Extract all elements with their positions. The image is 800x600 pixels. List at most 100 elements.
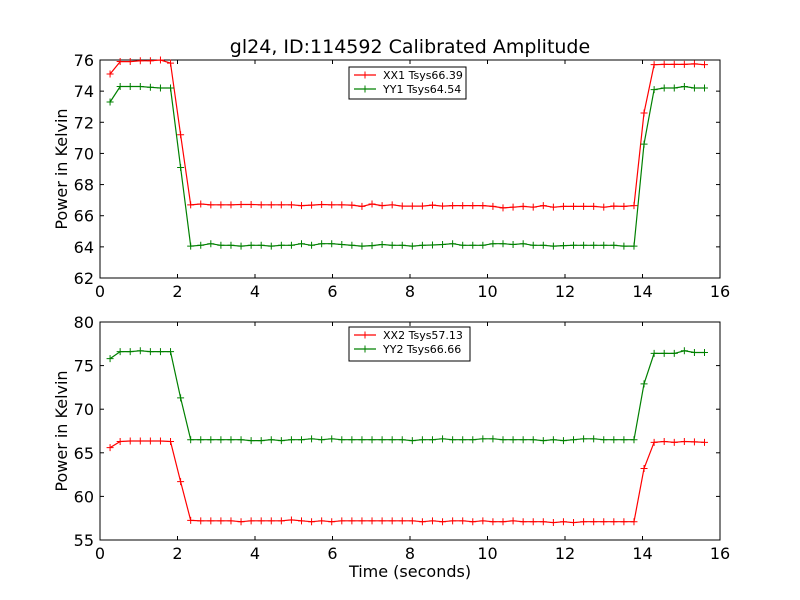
data-point <box>690 84 698 92</box>
data-point <box>136 437 144 445</box>
data-point <box>388 517 396 525</box>
data-point <box>418 241 426 249</box>
data-point <box>237 518 245 526</box>
data-point <box>680 437 688 445</box>
data-point <box>620 436 628 444</box>
data-point <box>146 348 154 356</box>
data-point <box>489 435 497 443</box>
data-point <box>126 348 134 356</box>
data-point <box>267 242 275 250</box>
x-tick-label: 2 <box>172 282 182 301</box>
data-point <box>600 241 608 249</box>
data-point <box>197 241 205 249</box>
data-point <box>630 242 638 250</box>
y-tick-label: 70 <box>74 400 94 419</box>
data-point <box>237 436 245 444</box>
data-point <box>308 201 316 209</box>
data-point <box>227 517 235 525</box>
data-point <box>298 202 305 210</box>
data-point <box>207 517 215 525</box>
y-tick-label: 55 <box>74 531 94 550</box>
data-point <box>227 201 235 209</box>
y-tick-label: 75 <box>74 357 94 376</box>
data-point <box>509 436 517 444</box>
legend-label: XX2 Tsys57.13 <box>383 329 463 342</box>
data-point <box>509 517 517 525</box>
data-point <box>459 202 467 210</box>
y-tick-label: 72 <box>74 113 94 132</box>
data-point <box>207 201 215 209</box>
data-point <box>519 240 527 248</box>
data-point <box>580 518 588 526</box>
data-point <box>106 98 114 106</box>
data-point <box>428 436 436 444</box>
data-point <box>106 444 114 452</box>
data-point <box>559 518 567 526</box>
legend-marker <box>361 71 369 79</box>
y-tick-label: 65 <box>74 444 94 463</box>
data-point <box>247 241 255 249</box>
data-point <box>690 60 698 68</box>
legend-marker <box>361 331 369 339</box>
data-point <box>580 241 588 249</box>
data-point <box>459 517 467 525</box>
data-point <box>660 84 668 92</box>
y-tick-label: 64 <box>74 238 94 257</box>
data-point <box>449 436 457 444</box>
data-point <box>287 241 295 249</box>
x-tick-label: 12 <box>555 544 575 563</box>
data-point <box>187 436 195 444</box>
data-point <box>439 241 447 249</box>
data-point <box>358 436 366 444</box>
data-point <box>539 202 547 210</box>
x-tick-label: 0 <box>95 282 105 301</box>
data-point <box>358 202 366 210</box>
data-point <box>630 518 638 526</box>
data-point <box>348 517 356 525</box>
x-tick-label: 10 <box>477 544 497 563</box>
data-point <box>408 202 416 210</box>
data-point <box>509 203 517 211</box>
data-point <box>509 241 517 249</box>
legend-label: YY2 Tsys66.66 <box>382 343 461 356</box>
x-tick-label: 6 <box>327 282 337 301</box>
data-point <box>368 517 376 525</box>
data-point <box>590 435 598 443</box>
data-point <box>660 60 668 68</box>
data-point <box>469 518 477 526</box>
data-point <box>136 347 144 355</box>
data-point <box>449 517 457 525</box>
data-point <box>156 56 164 64</box>
data-point <box>610 436 618 444</box>
data-point <box>539 241 547 249</box>
data-point <box>197 200 205 208</box>
data-point <box>690 349 698 357</box>
data-point <box>106 355 114 363</box>
data-point <box>549 203 557 211</box>
data-point <box>570 519 578 527</box>
data-point <box>680 82 688 90</box>
data-point <box>408 517 416 525</box>
x-tick-label: 16 <box>710 282 730 301</box>
x-tick-label: 8 <box>405 282 415 301</box>
data-point <box>187 201 195 209</box>
data-point <box>590 202 598 210</box>
data-point <box>590 241 598 249</box>
data-point <box>660 349 668 357</box>
data-point <box>177 131 185 139</box>
data-point <box>529 518 537 526</box>
data-point <box>247 437 255 445</box>
data-point <box>368 242 376 250</box>
data-point <box>227 241 235 249</box>
x-tick-label: 14 <box>632 544 652 563</box>
data-point <box>519 436 527 444</box>
data-point <box>590 518 598 526</box>
data-point <box>207 240 215 248</box>
data-point <box>177 478 185 486</box>
data-point <box>640 109 648 117</box>
data-point <box>136 57 144 65</box>
data-point <box>308 435 316 443</box>
data-point <box>328 240 336 248</box>
data-point <box>469 436 477 444</box>
